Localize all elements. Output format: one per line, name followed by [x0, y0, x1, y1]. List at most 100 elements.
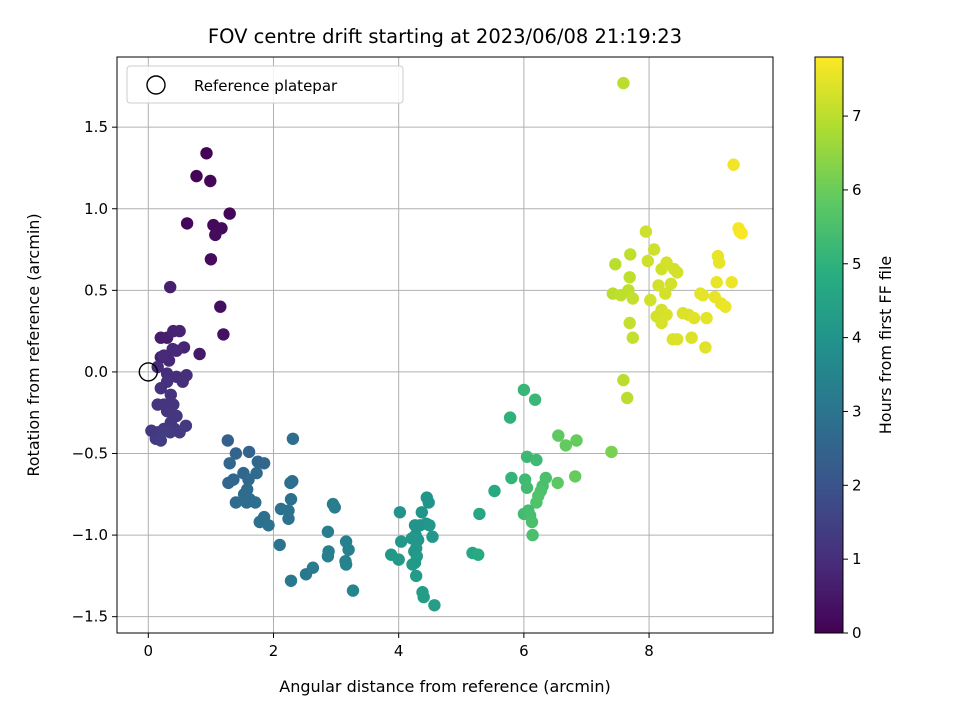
data-point: [699, 341, 712, 354]
data-point: [151, 398, 164, 411]
data-point: [710, 276, 723, 289]
data-point: [685, 331, 698, 344]
data-point: [339, 558, 353, 571]
data-point: [644, 293, 657, 307]
data-point: [164, 388, 177, 401]
data-point: [422, 496, 435, 509]
data-point: [623, 271, 636, 284]
data-point: [157, 424, 171, 437]
data-point: [284, 574, 298, 587]
data-point: [528, 393, 542, 406]
legend-reference-label: Reference platepar: [194, 77, 338, 95]
data-point: [200, 147, 213, 160]
colorbar-tick-label: 3: [852, 402, 862, 420]
data-point: [671, 266, 684, 279]
data-point: [415, 506, 428, 519]
data-point: [393, 506, 407, 519]
data-point: [223, 457, 236, 470]
colorbar-gradient: [814, 56, 844, 634]
data-point: [719, 300, 732, 313]
data-point: [284, 493, 298, 506]
data-point: [623, 316, 636, 330]
data-point: [530, 496, 543, 509]
x-tick-label: 2: [269, 642, 279, 660]
y-axis-label: Rotation from reference (arcmin): [24, 213, 43, 476]
data-point: [321, 525, 335, 538]
data-point: [473, 507, 486, 521]
data-point: [176, 375, 189, 388]
colorbar-tick-label: 2: [852, 476, 862, 494]
y-tick-label: −1.5: [72, 608, 108, 626]
data-point: [655, 316, 668, 330]
y-tick-label: 0.5: [84, 281, 108, 299]
data-point: [713, 256, 726, 269]
data-point: [242, 473, 255, 486]
y-tick-label: −1.0: [72, 526, 108, 544]
reference-platepar-marker: [138, 362, 158, 382]
data-point: [173, 426, 186, 439]
data-point: [626, 331, 639, 344]
data-point: [517, 383, 531, 397]
data-point: [626, 292, 639, 305]
data-point: [570, 434, 583, 447]
data-point: [735, 227, 748, 240]
data-point: [520, 481, 534, 494]
data-point: [204, 253, 218, 266]
data-point: [262, 519, 275, 532]
data-point: [214, 300, 227, 313]
x-axis-ticks: 0 2 4 6 8: [144, 633, 654, 660]
data-point: [346, 584, 360, 597]
data-point: [190, 169, 203, 183]
data-point: [286, 432, 300, 445]
data-point: [306, 561, 320, 574]
data-point: [700, 311, 713, 325]
data-point: [240, 496, 253, 509]
data-point: [284, 476, 297, 490]
x-axis-label: Angular distance from reference (arcmin): [279, 677, 610, 696]
chart-title: FOV centre drift starting at 2023/06/08 …: [208, 25, 682, 48]
data-point: [552, 429, 565, 442]
data-point: [222, 476, 235, 490]
legend-box: [126, 65, 404, 104]
data-point: [417, 590, 430, 604]
colorbar-ticks: 0 1 2 3 4 5 6 7: [843, 107, 862, 642]
data-point: [410, 569, 423, 583]
x-tick-label: 4: [394, 642, 404, 660]
data-point: [405, 532, 418, 545]
data-point: [160, 404, 174, 418]
colorbar: 0 1 2 3 4 5 6 7 Hours from first FF file: [814, 56, 895, 642]
y-axis-ticks: −1.5 −1.0 −0.5 0.0 0.5 1.0 1.5: [72, 118, 117, 626]
data-point: [488, 484, 501, 498]
y-tick-label: −0.5: [72, 445, 108, 463]
data-point: [659, 287, 672, 300]
x-tick-label: 6: [519, 642, 529, 660]
data-point: [423, 519, 436, 532]
data-point: [647, 243, 661, 256]
data-point: [406, 558, 419, 571]
data-point: [526, 528, 539, 542]
data-point: [641, 254, 654, 268]
data-point: [204, 174, 217, 188]
data-point: [221, 434, 234, 447]
data-point: [217, 328, 230, 341]
data-point: [605, 445, 618, 459]
data-point: [569, 470, 582, 483]
x-tick-label: 0: [144, 642, 154, 660]
data-point: [229, 496, 243, 509]
data-point: [173, 324, 186, 338]
data-point: [164, 280, 177, 294]
data-point: [273, 538, 286, 552]
data-point: [257, 457, 271, 470]
y-tick-label: 1.0: [84, 200, 108, 218]
data-point: [727, 158, 740, 171]
data-point: [671, 333, 684, 346]
colorbar-tick-label: 4: [852, 329, 862, 347]
y-tick-label: 0.0: [84, 363, 108, 381]
colorbar-tick-label: 1: [852, 550, 862, 568]
data-point: [539, 471, 552, 485]
data-point: [551, 476, 564, 490]
data-point: [428, 599, 441, 612]
data-point: [282, 512, 295, 525]
data-point: [725, 276, 738, 289]
